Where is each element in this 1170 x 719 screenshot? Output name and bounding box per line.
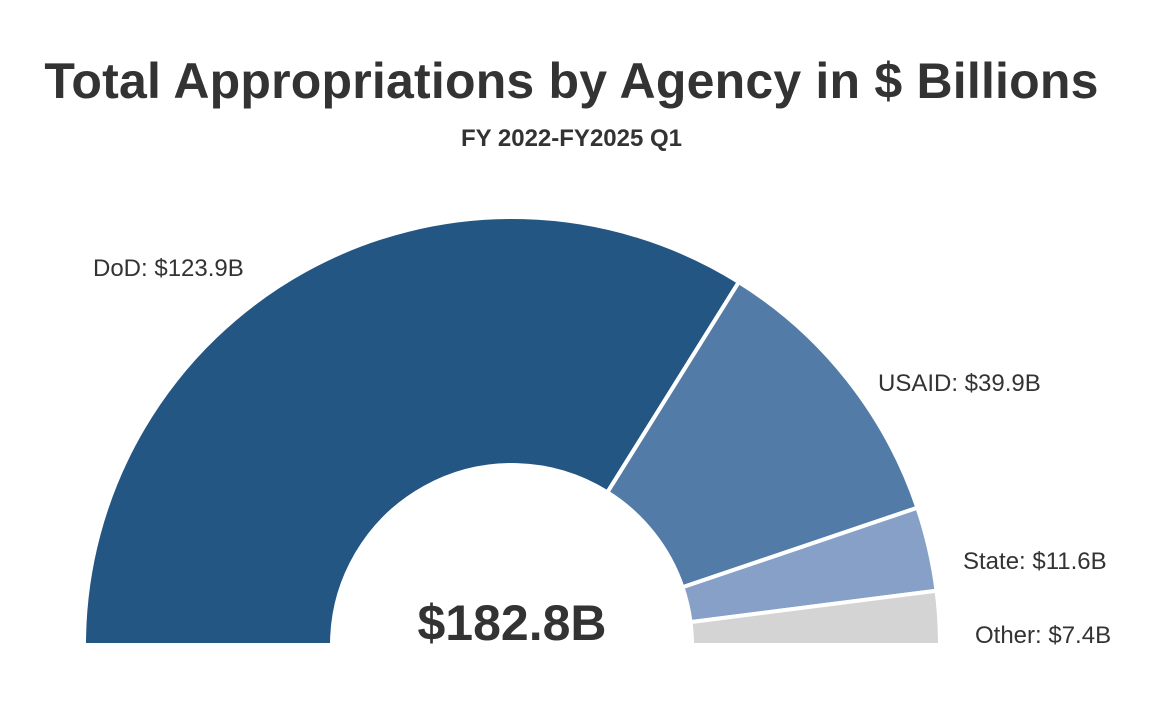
slice-dod (82, 215, 741, 647)
slice-label-dod: DoD: $123.9B (93, 255, 244, 282)
chart-title: Total Appropriations by Agency in $ Bill… (44, 53, 1099, 109)
slices-layer (82, 215, 942, 647)
slice-label-other: Other: $7.4B (975, 622, 1111, 649)
slice-other (688, 588, 942, 647)
slice-usaid (605, 280, 920, 590)
slice-label-state: State: $11.6B (963, 548, 1107, 575)
total-value-label: $182.8B (417, 595, 606, 651)
slice-label-usaid: USAID: $39.9B (878, 370, 1041, 397)
labels-layer: DoD: $123.9B USAID: $39.9B State: $11.6B Ot… (93, 255, 1111, 649)
chart-subtitle: FY 2022-FY2025 Q1 (460, 125, 683, 152)
